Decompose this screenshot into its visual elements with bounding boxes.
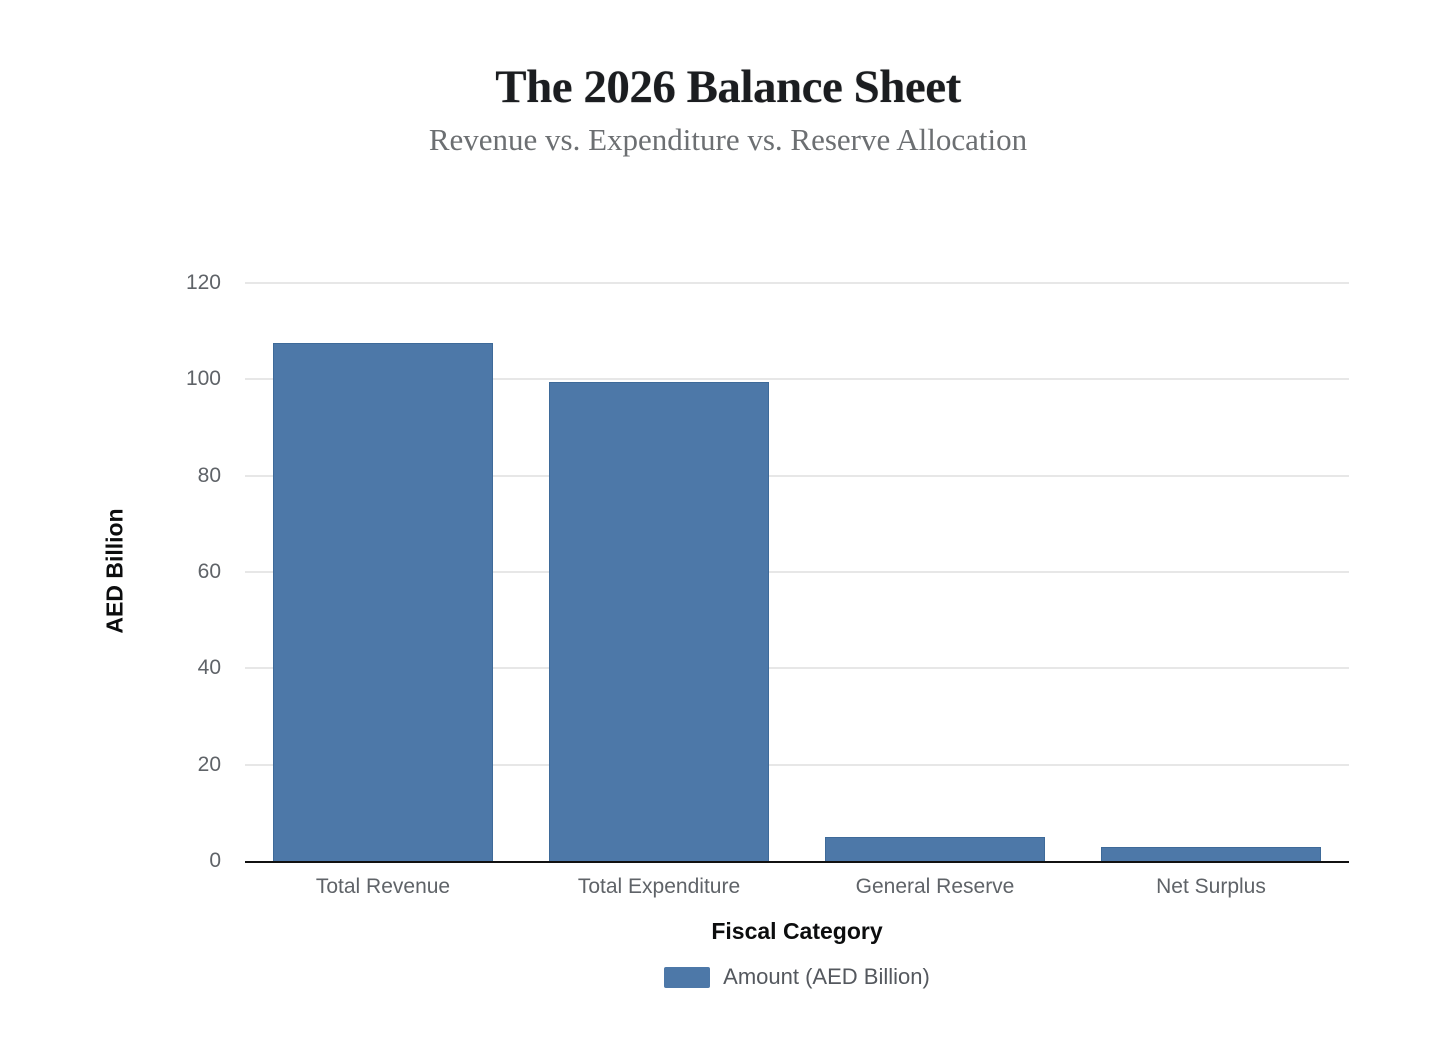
gridline-20: [245, 763, 1349, 766]
x-tick-label-net-surplus: Net Surplus: [1156, 875, 1266, 898]
y-tick-label-0: 0: [209, 849, 221, 872]
chart-subtitle: Revenue vs. Expenditure vs. Reserve Allo…: [428, 122, 1028, 157]
legend-swatch: [664, 966, 711, 988]
x-tick-label-total-revenue: Total Revenue: [315, 875, 451, 898]
bar-total-expenditure: [549, 381, 769, 861]
y-tick-label-20: 20: [197, 752, 221, 776]
gridline-120: [245, 282, 1349, 284]
bar-net-surplus: [1101, 846, 1321, 861]
bar-total-revenue: [273, 343, 493, 861]
chart-title: The 2026 Balance Sheet: [495, 61, 961, 113]
plot-area: 0 20 40 60 80 100 120 Total Revenue Total Expend…: [186, 272, 1349, 898]
x-axis-title: Fiscal Category: [711, 918, 883, 944]
bar-general-reserve: [825, 836, 1045, 861]
y-axis-title: AED Billion: [101, 508, 128, 634]
y-tick-label-80: 80: [197, 463, 221, 487]
y-tick-label-60: 60: [197, 560, 221, 583]
y-tick-label-40: 40: [197, 656, 221, 680]
gridline-80: [245, 474, 1349, 477]
gridline-60: [245, 571, 1349, 573]
legend: Amount (AED Billion): [245, 964, 1349, 990]
x-tick-label-general-reserve: General Reserve: [855, 875, 1015, 898]
gridline-40: [245, 667, 1349, 670]
gridline-100: [245, 378, 1349, 381]
x-tick-label-total-expenditure: Total Expenditure: [577, 875, 741, 898]
y-tick-label-100: 100: [185, 367, 221, 391]
y-tick-label-120: 120: [185, 271, 221, 294]
legend-label: Amount (AED Billion): [723, 964, 930, 989]
